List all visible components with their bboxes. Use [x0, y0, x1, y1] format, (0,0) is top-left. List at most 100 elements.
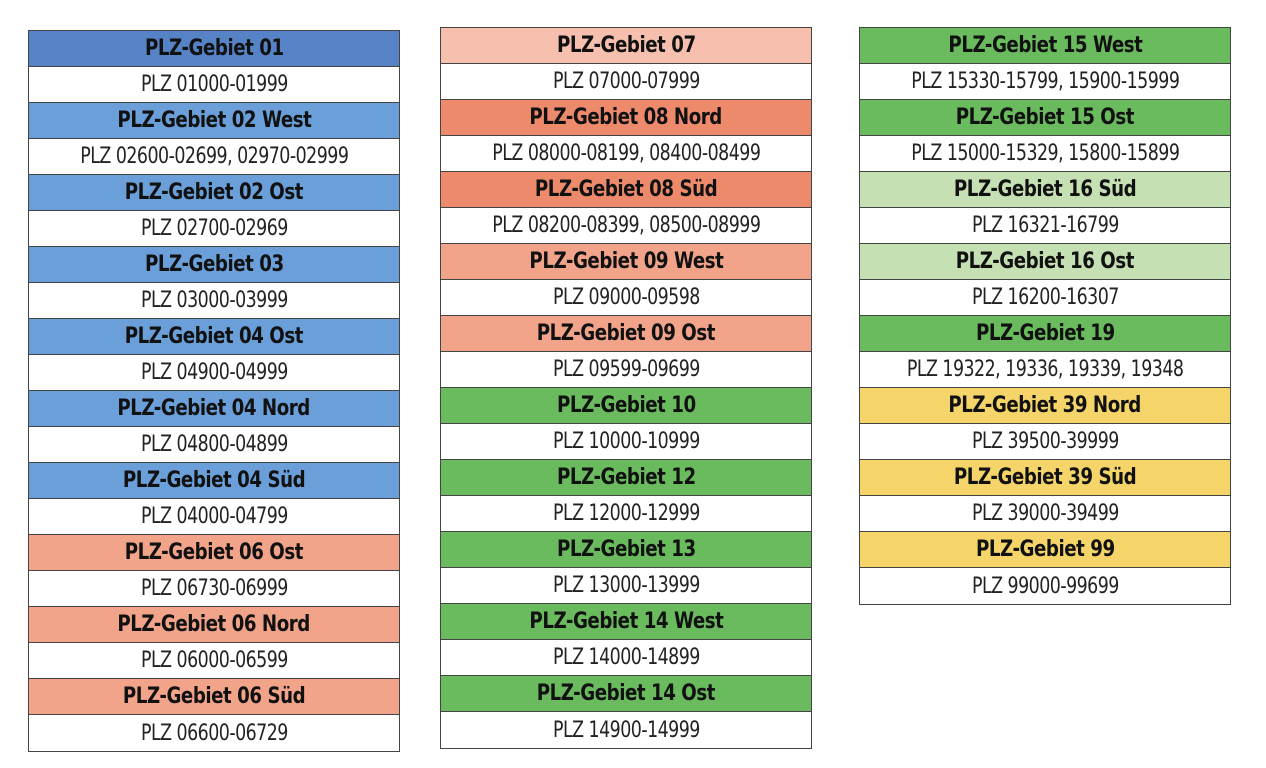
plz-area-title-text: PLZ-Gebiet 09 West	[528, 249, 723, 274]
plz-range-text: PLZ 19322, 19336, 19339, 19348	[906, 357, 1184, 382]
plz-range-text: PLZ 10000-10999	[552, 429, 700, 454]
plz-range-row: PLZ 15000-15329, 15800-15899	[860, 136, 1230, 172]
plz-range-row: PLZ 04900-04999	[29, 355, 399, 391]
plz-area-title: PLZ-Gebiet 04 Nord	[29, 391, 399, 427]
plz-range-text: PLZ 07000-07999	[552, 69, 700, 94]
plz-range-text: PLZ 13000-13999	[552, 573, 700, 598]
plz-area-title-text: PLZ-Gebiet 12	[556, 465, 696, 490]
plz-range-row: PLZ 09000-09598	[441, 280, 811, 316]
plz-range-text: PLZ 99000-99699	[971, 573, 1119, 599]
plz-range-row: PLZ 39500-39999	[860, 424, 1230, 460]
plz-range-text: PLZ 06000-06599	[140, 648, 288, 673]
plz-area-title: PLZ-Gebiet 39 Süd	[860, 460, 1230, 496]
plz-range-row: PLZ 99000-99699	[860, 568, 1230, 604]
plz-range-row: PLZ 04800-04899	[29, 427, 399, 463]
plz-range-row: PLZ 14900-14999	[441, 712, 811, 748]
plz-area-title: PLZ-Gebiet 14 Ost	[441, 676, 811, 712]
plz-area-title-text: PLZ-Gebiet 02 Ost	[124, 180, 304, 205]
plz-range-row: PLZ 01000-01999	[29, 67, 399, 103]
plz-range-row: PLZ 02600-02699, 02970-02999	[29, 139, 399, 175]
plz-range-text: PLZ 09000-09598	[552, 285, 700, 310]
plz-area-title-text: PLZ-Gebiet 02 West	[116, 108, 311, 133]
plz-area-title: PLZ-Gebiet 10	[441, 388, 811, 424]
plz-area-title-text: PLZ-Gebiet 16 Süd	[953, 177, 1137, 202]
plz-area-title-text: PLZ-Gebiet 04 Ost	[124, 324, 304, 349]
plz-column-3: PLZ-Gebiet 15 West PLZ 15330-15799, 15900…	[859, 27, 1231, 605]
plz-area-title: PLZ-Gebiet 08 Nord	[441, 100, 811, 136]
plz-area-title-text: PLZ-Gebiet 39 Nord	[948, 393, 1142, 418]
plz-area-title-text: PLZ-Gebiet 13	[556, 537, 696, 562]
plz-area-title: PLZ-Gebiet 09 West	[441, 244, 811, 280]
plz-area-title-text: PLZ-Gebiet 06 Ost	[124, 540, 304, 565]
plz-area-title: PLZ-Gebiet 06 Nord	[29, 607, 399, 643]
plz-range-text: PLZ 02600-02699, 02970-02999	[79, 144, 349, 169]
plz-area-title: PLZ-Gebiet 15 West	[860, 28, 1230, 64]
plz-area-title-text: PLZ-Gebiet 08 Nord	[529, 105, 723, 130]
plz-range-row: PLZ 16200-16307	[860, 280, 1230, 316]
plz-range-text: PLZ 02700-02969	[140, 216, 288, 241]
plz-range-text: PLZ 15000-15329, 15800-15899	[910, 141, 1180, 166]
plz-area-title: PLZ-Gebiet 14 West	[441, 604, 811, 640]
plz-range-text: PLZ 16200-16307	[971, 285, 1119, 310]
plz-area-title-text: PLZ-Gebiet 14 West	[528, 609, 723, 634]
plz-area-title-text: PLZ-Gebiet 01	[144, 36, 284, 61]
plz-area-title-text: PLZ-Gebiet 06 Süd	[122, 684, 306, 709]
plz-range-text: PLZ 39500-39999	[971, 429, 1119, 454]
plz-area-title: PLZ-Gebiet 07	[441, 28, 811, 64]
plz-range-row: PLZ 10000-10999	[441, 424, 811, 460]
plz-area-title: PLZ-Gebiet 19	[860, 316, 1230, 352]
plz-area-title: PLZ-Gebiet 99	[860, 532, 1230, 568]
plz-area-title: PLZ-Gebiet 12	[441, 460, 811, 496]
plz-column-2: PLZ-Gebiet 07 PLZ 07000-07999 PLZ-Gebiet 0…	[440, 27, 812, 749]
plz-area-title-text: PLZ-Gebiet 10	[556, 393, 696, 418]
plz-range-text: PLZ 14900-14999	[552, 717, 700, 743]
plz-area-title-text: PLZ-Gebiet 04 Nord	[117, 396, 311, 421]
plz-range-text: PLZ 03000-03999	[140, 288, 288, 313]
plz-range-text: PLZ 04000-04799	[140, 504, 288, 529]
plz-area-title: PLZ-Gebiet 08 Süd	[441, 172, 811, 208]
plz-range-row: PLZ 12000-12999	[441, 496, 811, 532]
plz-range-row: PLZ 09599-09699	[441, 352, 811, 388]
plz-range-row: PLZ 19322, 19336, 19339, 19348	[860, 352, 1230, 388]
plz-range-row: PLZ 13000-13999	[441, 568, 811, 604]
plz-area-title-text: PLZ-Gebiet 39 Süd	[953, 465, 1137, 490]
plz-range-row: PLZ 15330-15799, 15900-15999	[860, 64, 1230, 100]
plz-range-row: PLZ 39000-39499	[860, 496, 1230, 532]
plz-range-text: PLZ 15330-15799, 15900-15999	[910, 69, 1180, 94]
plz-area-title: PLZ-Gebiet 13	[441, 532, 811, 568]
plz-range-text: PLZ 12000-12999	[552, 501, 700, 526]
plz-range-text: PLZ 16321-16799	[971, 213, 1119, 238]
plz-area-title: PLZ-Gebiet 06 Ost	[29, 535, 399, 571]
plz-range-row: PLZ 14000-14899	[441, 640, 811, 676]
plz-area-title-text: PLZ-Gebiet 15 Ost	[955, 105, 1135, 130]
plz-range-text: PLZ 01000-01999	[140, 72, 288, 97]
plz-area-title-text: PLZ-Gebiet 16 Ost	[955, 249, 1135, 274]
plz-range-row: PLZ 07000-07999	[441, 64, 811, 100]
plz-range-text: PLZ 14000-14899	[552, 645, 700, 670]
plz-area-title-text: PLZ-Gebiet 08 Süd	[534, 177, 718, 202]
plz-area-title-text: PLZ-Gebiet 06 Nord	[117, 612, 311, 637]
plz-area-title: PLZ-Gebiet 02 Ost	[29, 175, 399, 211]
plz-column-1: PLZ-Gebiet 01 PLZ 01000-01999 PLZ-Gebiet 0…	[28, 30, 400, 752]
plz-area-title: PLZ-Gebiet 16 Ost	[860, 244, 1230, 280]
plz-area-title: PLZ-Gebiet 02 West	[29, 103, 399, 139]
plz-area-title-text: PLZ-Gebiet 99	[975, 537, 1115, 562]
plz-area-title-text: PLZ-Gebiet 14 Ost	[536, 681, 716, 706]
plz-range-row: PLZ 06600-06729	[29, 715, 399, 751]
plz-area-title-text: PLZ-Gebiet 04 Süd	[122, 468, 306, 493]
plz-area-title-text: PLZ-Gebiet 03	[144, 252, 284, 277]
plz-area-title-text: PLZ-Gebiet 15 West	[947, 33, 1142, 58]
plz-area-title-text: PLZ-Gebiet 07	[556, 33, 696, 58]
plz-range-text: PLZ 39000-39499	[971, 501, 1119, 526]
plz-area-title: PLZ-Gebiet 04 Ost	[29, 319, 399, 355]
plz-area-title: PLZ-Gebiet 15 Ost	[860, 100, 1230, 136]
plz-area-title-text: PLZ-Gebiet 09 Ost	[536, 321, 716, 346]
plz-range-row: PLZ 04000-04799	[29, 499, 399, 535]
plz-range-row: PLZ 16321-16799	[860, 208, 1230, 244]
plz-range-text: PLZ 08000-08199, 08400-08499	[491, 141, 761, 166]
plz-area-title: PLZ-Gebiet 04 Süd	[29, 463, 399, 499]
plz-range-row: PLZ 06730-06999	[29, 571, 399, 607]
plz-range-text: PLZ 09599-09699	[552, 357, 700, 382]
plz-area-title: PLZ-Gebiet 16 Süd	[860, 172, 1230, 208]
plz-range-row: PLZ 08000-08199, 08400-08499	[441, 136, 811, 172]
